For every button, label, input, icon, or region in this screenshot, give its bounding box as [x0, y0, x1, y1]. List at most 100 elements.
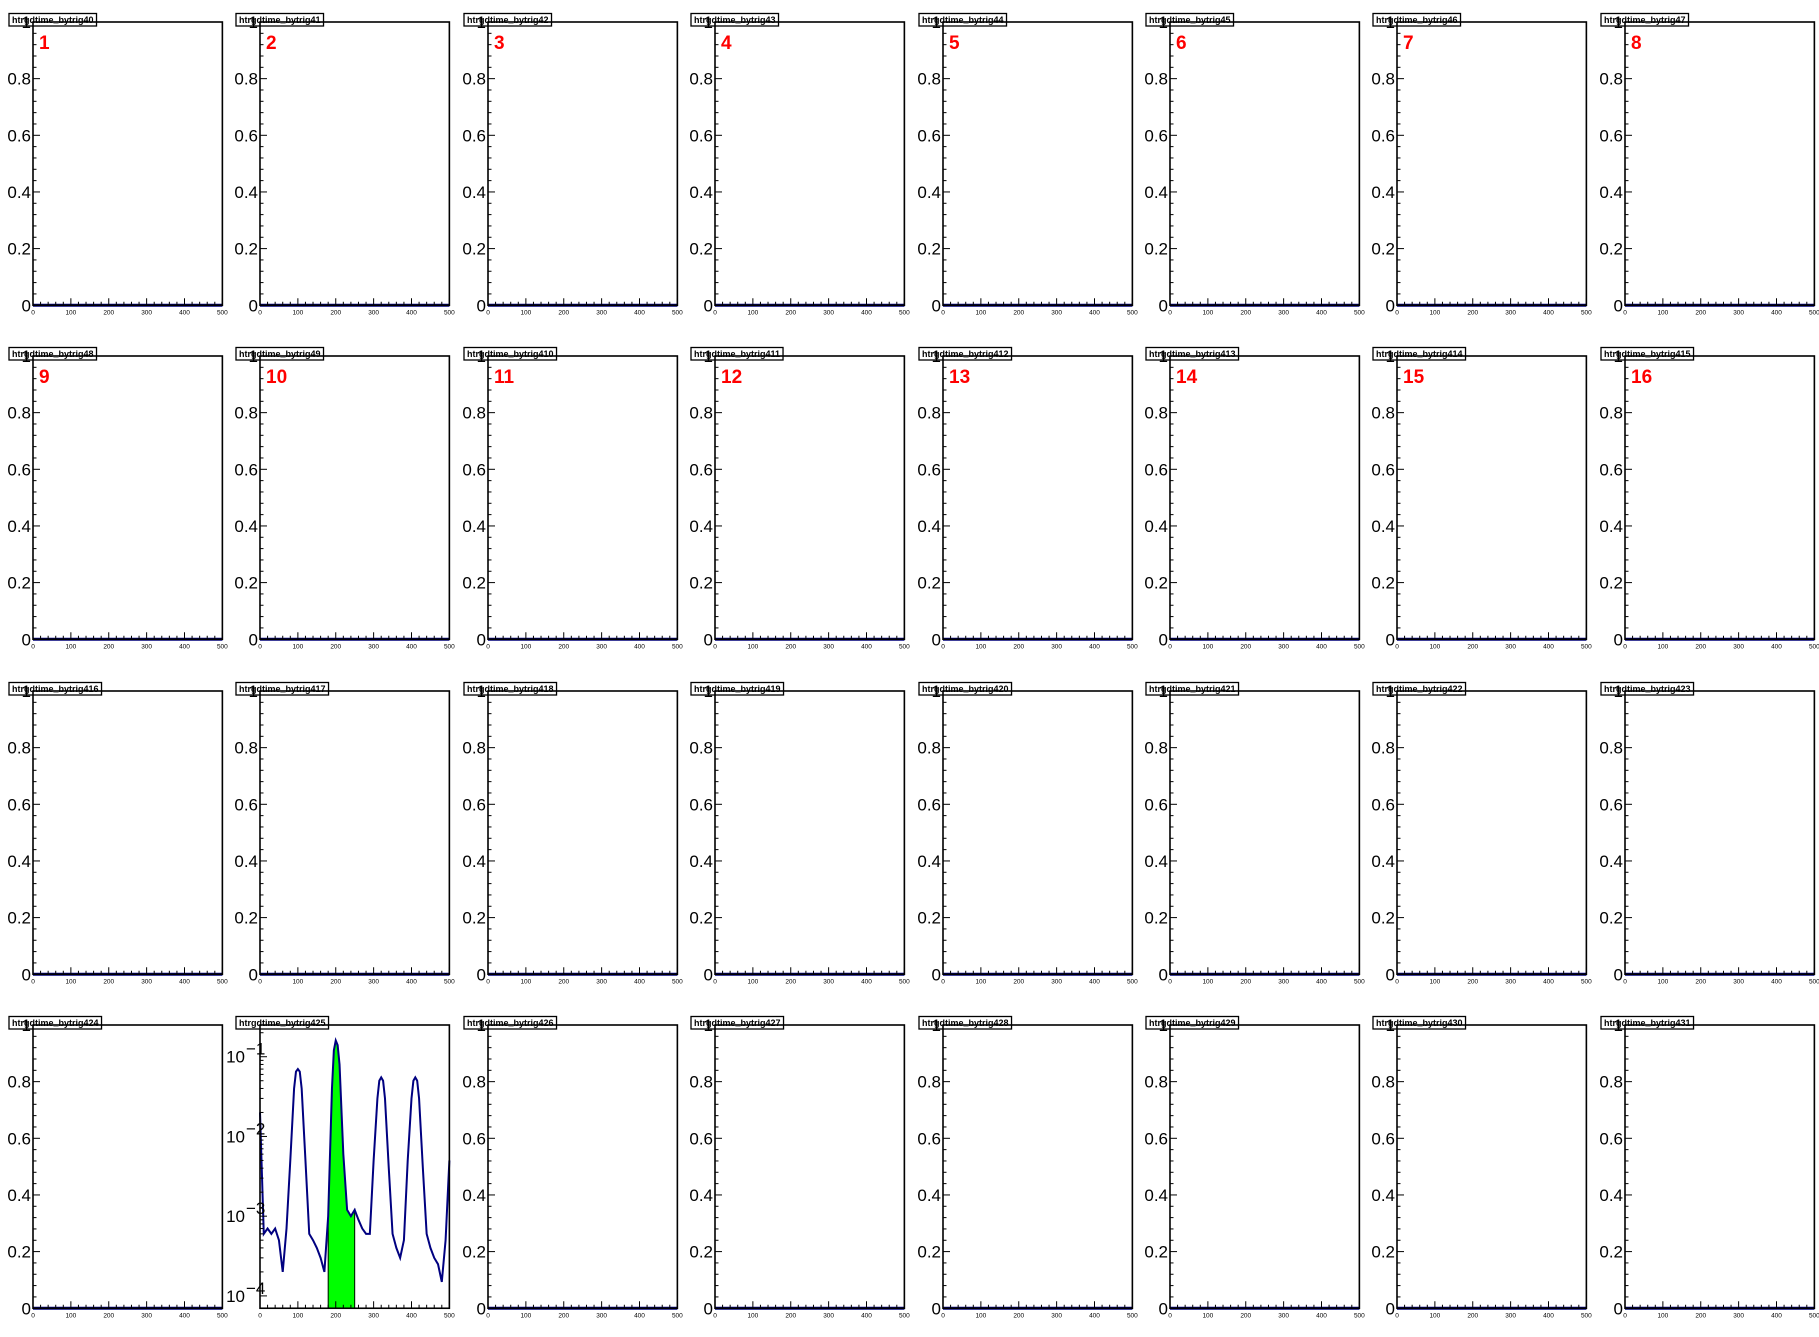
- y-tick-label: 0.6: [689, 795, 713, 814]
- title-border: [8, 347, 98, 361]
- x-tick-label: 0: [259, 309, 263, 316]
- y-tick-label: 0.6: [235, 126, 259, 145]
- y-tick-label: 0.2: [917, 908, 941, 927]
- x-tick-label: 0: [713, 1312, 717, 1319]
- histogram-svg: htrgdtime_bytrig44 0 0.2 0.4 0.6 0.8 1 0 100 200 3…: [917, 12, 1138, 316]
- x-tick-label: 500: [1354, 978, 1365, 985]
- y-tick-label: 1: [249, 682, 258, 701]
- x-tick-label: 500: [1581, 644, 1592, 651]
- title-box: htrgdtime_bytrig410: [463, 347, 557, 361]
- y-tick-label: 0.8: [1599, 738, 1623, 757]
- histogram-title: htrgdtime_bytrig45: [1149, 15, 1231, 25]
- x-tick-label: 200: [331, 644, 342, 651]
- plot-frame: [1623, 21, 1815, 307]
- y-tick-label: 0.2: [1144, 240, 1168, 259]
- y-tick-label: 0.6: [1144, 126, 1168, 145]
- plot-frame: [1396, 355, 1588, 641]
- plot-frame: [259, 1023, 451, 1309]
- title-border: [235, 12, 325, 27]
- y-tick-label: 0.8: [1144, 404, 1168, 423]
- x-tick-label: 100: [520, 309, 531, 316]
- y-tick-label: 0.4: [1372, 183, 1396, 202]
- histogram-pad: htrgdtime_bytrig415 0 0.2 0.4 0.6 0.8 1 0 100 200…: [1592, 334, 1819, 668]
- y-tick-label: 1: [476, 13, 485, 32]
- title-border: [690, 681, 785, 696]
- y-tick-label: 0.4: [1372, 851, 1396, 870]
- y-tick-label: 0.8: [462, 70, 486, 89]
- histogram-svg: htrgdtime_bytrig428 0 0.2 0.4 0.6 0.8 1 0 100 200…: [917, 1015, 1138, 1319]
- y-tick-label: 0.6: [917, 461, 941, 480]
- y-tick-label: 0.4: [689, 1186, 713, 1205]
- x-tick-label: 0: [941, 1312, 945, 1319]
- histogram-svg: htrgdtime_bytrig411 0 0.2 0.4 0.6 0.8 1 0 100 200…: [689, 347, 910, 651]
- x-tick-label: 100: [293, 1312, 304, 1319]
- x-tick-label: 400: [1543, 1312, 1554, 1319]
- title-border: [1599, 1015, 1694, 1030]
- histogram-svg: htrgdtime_bytrig419 0 0.2 0.4 0.6 0.8 1 0 100 200…: [689, 681, 910, 985]
- x-tick-label: 400: [1771, 309, 1782, 316]
- y-tick-label: 0: [931, 965, 940, 984]
- x-tick-label: 100: [293, 978, 304, 985]
- y-tick-label: 0.8: [689, 738, 713, 757]
- title-box: htrgdtime_bytrig420: [917, 681, 1012, 696]
- y-tick-label: 0.2: [7, 574, 31, 593]
- histogram-svg: htrgdtime_bytrig414 0 0.2 0.4 0.6 0.8 1 0 100 200…: [1372, 347, 1592, 651]
- title-box: htrgdtime_bytrig43: [690, 12, 780, 27]
- title-box: htrgdtime_bytrig429: [1145, 1015, 1240, 1030]
- x-tick-label: 400: [634, 644, 645, 651]
- x-tick-label: 400: [179, 1312, 190, 1319]
- x-tick-label: 0: [1623, 978, 1627, 985]
- x-tick-label: 300: [596, 978, 607, 985]
- y-tick-label: 0.4: [462, 517, 486, 536]
- histogram-pad: htrgdtime_bytrig41 0 0.2 0.4 0.6 0.8 1 0 100 200 3…: [227, 0, 456, 334]
- histogram-svg: htrgdtime_bytrig430 0 0.2 0.4 0.6 0.8 1 0 100 200…: [1372, 1015, 1592, 1319]
- title-box: htrgdtime_bytrig42: [463, 12, 552, 27]
- title-border: [917, 681, 1012, 696]
- y-tick-label: 0: [1613, 965, 1622, 984]
- x-tick-label: 200: [785, 1312, 796, 1319]
- y-tick-label: 1: [704, 1016, 713, 1035]
- y-tick-label: 0.6: [7, 126, 31, 145]
- histogram-title: htrgdtime_bytrig43: [694, 15, 776, 25]
- y-tick-label: 0: [22, 965, 31, 984]
- histogram-title: htrgdtime_bytrig423: [1604, 684, 1691, 694]
- histogram-pad: htrgdtime_bytrig425 10 −1 10 −2 10 −3 10 −4 0 100 2…: [226, 1003, 456, 1337]
- title-box: htrgdtime_bytrig422: [1372, 681, 1467, 696]
- x-tick-label: 300: [596, 644, 607, 651]
- x-tick-label: 100: [748, 309, 759, 316]
- x-tick-label: 500: [1809, 309, 1819, 316]
- pad-number-label: 15: [1403, 367, 1425, 388]
- x-tick-label: 500: [899, 1312, 910, 1319]
- y-tick-label: 0: [1158, 296, 1167, 315]
- histogram-svg: htrgdtime_bytrig418 0 0.2 0.4 0.6 0.8 1 0 100 200…: [462, 681, 683, 985]
- y-tick-label: 0.2: [7, 240, 31, 259]
- x-tick-label: 500: [444, 644, 455, 651]
- y-tick-label: 1: [22, 1016, 31, 1035]
- x-tick-label: 500: [1354, 309, 1365, 316]
- y-tick-label: 0.2: [689, 1242, 713, 1261]
- y-tick-label: 0: [1386, 1299, 1395, 1318]
- histogram-svg: htrgdtime_bytrig47 0 0.2 0.4 0.6 0.8 1 0 100 200 3…: [1599, 12, 1819, 316]
- x-tick-label: 100: [293, 309, 304, 316]
- x-tick-label: 400: [1316, 978, 1327, 985]
- y-tick-label: 0.4: [1599, 183, 1623, 202]
- x-tick-label: 100: [520, 978, 531, 985]
- y-tick-label: 0.8: [1599, 70, 1623, 89]
- y-tick-label: 1: [22, 13, 31, 32]
- histogram-title: htrgdtime_bytrig44: [922, 15, 1004, 25]
- x-tick-label: 300: [1733, 978, 1744, 985]
- histogram-title: htrgdtime_bytrig419: [694, 684, 781, 694]
- plot-frame: [32, 21, 224, 307]
- y-tick-label: 0.4: [689, 851, 713, 870]
- pad-number-label: 8: [1631, 33, 1642, 54]
- pad-number-label: 4: [721, 33, 732, 54]
- x-tick-label: 200: [785, 978, 796, 985]
- x-tick-label: 0: [486, 309, 490, 316]
- x-tick-label: 300: [1733, 644, 1744, 651]
- plot-frame: [1169, 21, 1361, 307]
- histogram-svg: htrgdtime_bytrig41 0 0.2 0.4 0.6 0.8 1 0 100 200 3…: [235, 12, 456, 316]
- x-tick-label: 200: [103, 309, 114, 316]
- histogram-title: htrgdtime_bytrig417: [239, 684, 326, 694]
- y-tick-label: 0.2: [689, 240, 713, 259]
- y-tick-label: 0.8: [917, 738, 941, 757]
